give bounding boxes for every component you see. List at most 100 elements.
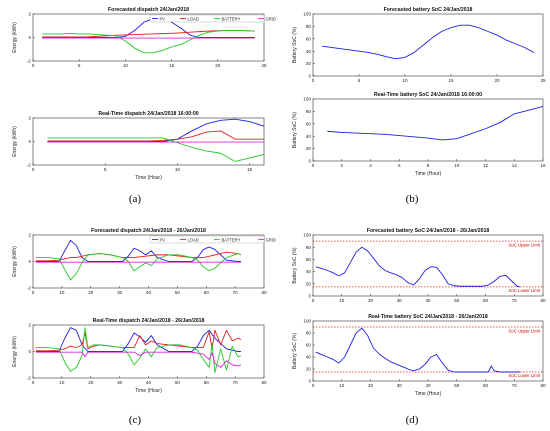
x-tick-label: 80	[540, 383, 546, 388]
x-tick-label: 60	[483, 298, 489, 303]
y-tick-label: 60	[306, 121, 312, 126]
x-tick-label: 16	[540, 163, 546, 168]
series-line-battery	[42, 30, 255, 54]
x-tick-label: 0	[32, 380, 35, 385]
y-tick-label: -2	[27, 163, 32, 168]
x-tick-label: 10	[454, 163, 460, 168]
y-tick-label: 20	[306, 367, 312, 372]
x-tick-label: 10	[59, 380, 65, 385]
x-tick-label: 80	[261, 290, 267, 295]
series-line-soc	[315, 246, 521, 288]
legend: PV LOAD BATTERY GRID	[149, 235, 276, 244]
y-tick-label: 80	[306, 24, 312, 29]
y-axis-label: Battery SoC (%)	[292, 333, 298, 369]
series-line-load	[47, 130, 264, 142]
x-tick-label: 15	[448, 78, 454, 83]
x-tick-label: 15	[169, 63, 175, 68]
x-tick-label: 8	[427, 163, 430, 168]
series-line-load	[35, 251, 242, 262]
x-tick-label: 70	[512, 383, 518, 388]
legend-label: BATTERY	[222, 237, 241, 242]
x-axis-label: Time (Hour)	[135, 388, 162, 394]
x-axis-label: Time (Hour)	[415, 391, 442, 397]
y-tick-label: -2	[27, 376, 32, 381]
x-axis-label: Time (Hour)	[135, 175, 162, 181]
x-tick-label: 30	[117, 290, 123, 295]
x-axis-label: Time (Hour)	[415, 171, 442, 177]
y-tick-label: 100	[303, 97, 311, 102]
y-tick-label: 0	[308, 379, 311, 384]
y-axis-label: Battery SoC (%)	[292, 27, 298, 63]
series-line-soc	[322, 24, 535, 60]
x-tick-label: 0	[312, 383, 315, 388]
chart-title: Forecasted dispatch 24/Jan/2018	[108, 7, 189, 13]
x-tick-label: 40	[425, 383, 431, 388]
plot-frame	[312, 320, 544, 382]
subfigure-label-a: (a)	[129, 193, 142, 205]
series-line-pv	[47, 118, 265, 142]
y-tick-label: 40	[306, 49, 312, 54]
soc-limit-label: SoC Upper Limit	[508, 243, 540, 248]
legend-label: BATTERY	[222, 16, 241, 21]
chart-title: Real-Time dispatch 24/Jan/2018 - 26/Jan/…	[93, 318, 205, 324]
x-tick-label: 0	[32, 167, 35, 172]
series-line-pv	[35, 239, 241, 262]
y-tick-label: 0	[308, 74, 311, 79]
x-tick-label: 20	[494, 78, 500, 83]
y-tick-label: 0	[28, 349, 31, 354]
x-tick-label: 30	[397, 298, 403, 303]
x-tick-label: 14	[512, 163, 518, 168]
x-tick-label: 30	[117, 380, 123, 385]
chart-title: Forecasted dispatch 24/Jan/2018 - 26/Jan…	[91, 228, 206, 234]
series-line-battery	[47, 137, 265, 162]
y-tick-label: 0	[308, 159, 311, 164]
y-axis-label: Energy (kWh)	[12, 22, 18, 53]
y-axis-label: Energy (kWh)	[12, 126, 18, 157]
x-tick-label: 50	[454, 383, 460, 388]
legend-box	[149, 235, 265, 244]
x-tick-label: 20	[215, 63, 221, 68]
y-tick-label: 40	[306, 134, 312, 139]
y-tick-label: 100	[303, 319, 311, 324]
y-tick-label: 0	[28, 35, 31, 40]
x-tick-label: 0	[32, 63, 35, 68]
series-line-soc	[327, 106, 544, 141]
y-axis-label: Battery SoC (%)	[292, 247, 298, 283]
x-tick-label: 0	[312, 298, 315, 303]
x-tick-label: 2	[340, 163, 343, 168]
y-tick-label: 2	[28, 116, 31, 121]
series-line-pv	[42, 18, 255, 38]
subfigure-label-d: (d)	[406, 414, 419, 426]
soc-limit-label: SoC Lower Limit	[508, 373, 540, 378]
x-tick-label: 60	[204, 380, 210, 385]
chart-title: Forecasted battery SoC 24/Jan/2018 - 26/…	[367, 228, 490, 234]
chart-panel-5: Real-Time dispatch 24/Jan/2018 - 26/Jan/…	[12, 318, 267, 394]
subfigure-label-b: (b)	[406, 193, 419, 205]
legend-label: PV	[160, 237, 166, 242]
y-axis-label: Energy (kWh)	[12, 336, 18, 367]
legend-label: GRID	[266, 237, 276, 242]
series-line-battery	[35, 253, 242, 281]
legend-label: LOAD	[188, 16, 199, 21]
chart-title: Real-Time dispatch 24/Jan/2018 16:00:00	[98, 111, 198, 117]
x-tick-label: 4	[369, 163, 372, 168]
chart-panel-2: Forecasted battery SoC 24/Jan/2018 0 5 10 15…	[292, 7, 546, 83]
y-tick-label: 40	[306, 269, 312, 274]
x-tick-label: 5	[358, 78, 361, 83]
x-tick-label: 25	[261, 63, 267, 68]
y-tick-label: 80	[306, 331, 312, 336]
x-tick-label: 10	[402, 78, 408, 83]
x-tick-label: 50	[175, 380, 181, 385]
y-tick-label: 0	[308, 294, 311, 299]
x-tick-label: 0	[312, 78, 315, 83]
y-tick-label: 0	[28, 139, 31, 144]
x-tick-label: 60	[483, 383, 489, 388]
x-tick-label: 20	[88, 290, 94, 295]
x-tick-label: 70	[512, 298, 518, 303]
x-tick-label: 10	[339, 383, 345, 388]
y-tick-label: -2	[27, 59, 32, 64]
y-tick-label: 2	[28, 233, 31, 238]
x-tick-label: 15	[247, 167, 253, 172]
legend: PV LOAD BATTERY GRID	[149, 14, 276, 23]
